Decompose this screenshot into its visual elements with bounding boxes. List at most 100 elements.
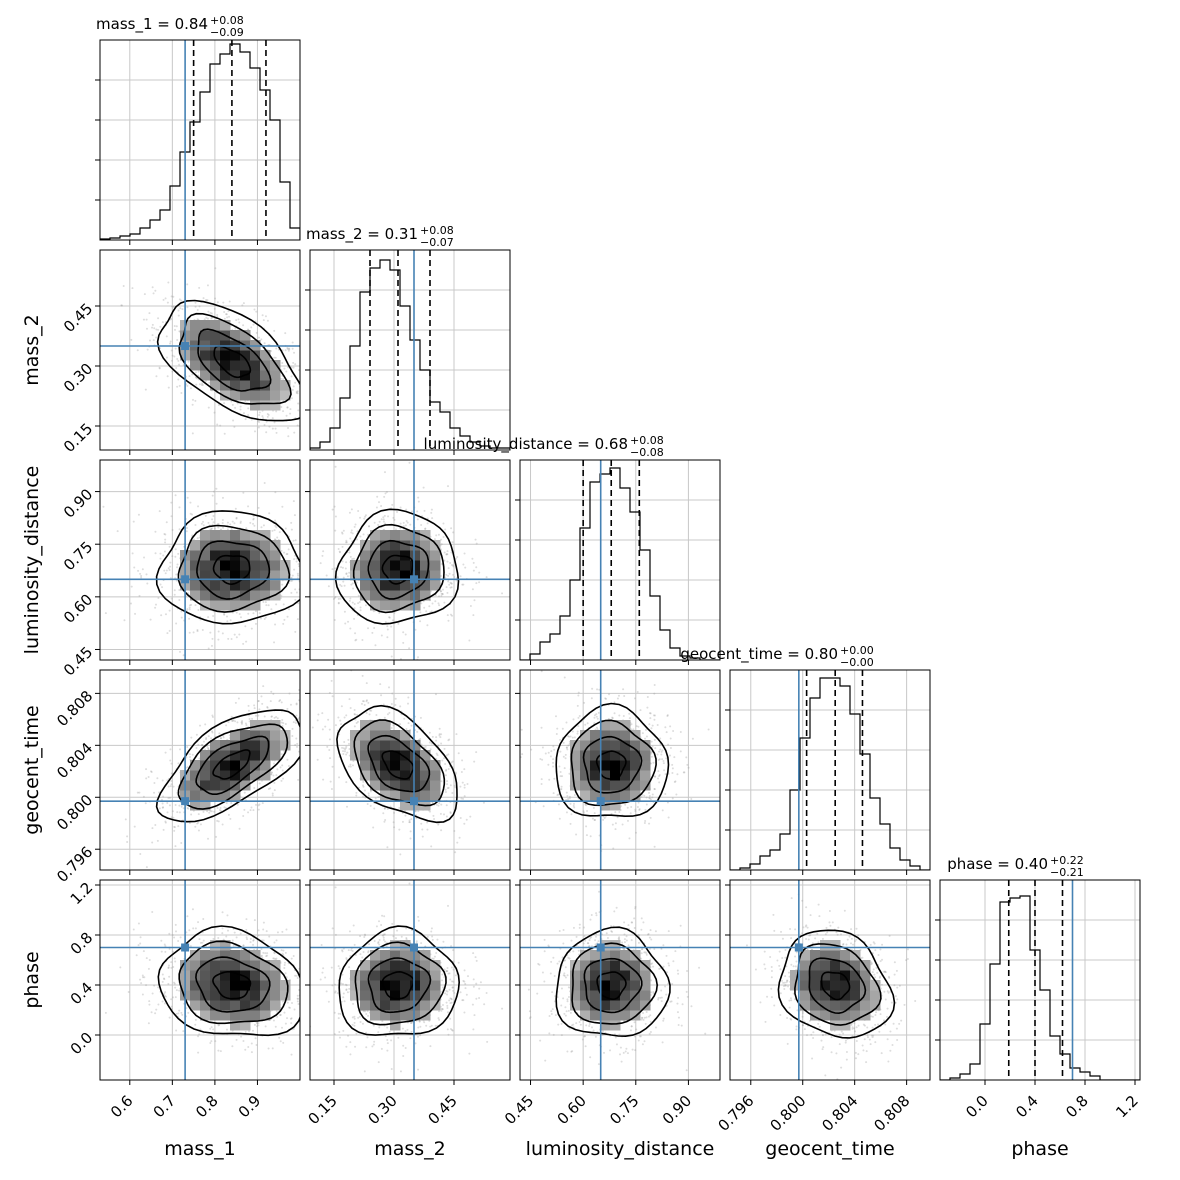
sample-point	[178, 598, 181, 601]
sample-point	[272, 774, 275, 777]
sample-point	[202, 740, 205, 743]
sample-point	[158, 510, 161, 513]
sample-point	[455, 733, 458, 736]
sample-point	[240, 721, 243, 724]
sample-point	[435, 739, 438, 742]
sample-point	[177, 359, 180, 362]
sample-point	[345, 753, 348, 756]
sample-point	[295, 391, 298, 394]
density-cell	[410, 570, 421, 581]
sample-point	[162, 298, 165, 301]
sample-point	[434, 693, 437, 696]
sample-point	[245, 724, 248, 727]
sample-point	[354, 718, 357, 721]
sample-point	[194, 604, 197, 607]
sample-point	[267, 787, 270, 790]
sample-point	[365, 699, 368, 702]
contours	[155, 510, 300, 625]
sample-point	[334, 465, 337, 468]
sample-point	[314, 378, 316, 380]
sample-point	[271, 771, 274, 774]
sample-point	[435, 752, 438, 755]
sample-point	[295, 737, 298, 740]
sample-point	[177, 378, 180, 381]
sample-point	[237, 318, 240, 321]
sample-point	[449, 812, 452, 815]
sample-point	[143, 556, 146, 559]
sample-point	[133, 566, 136, 569]
sample-point	[337, 601, 340, 604]
sample-point	[423, 509, 426, 512]
sample-point	[180, 841, 183, 844]
sample-point	[269, 787, 272, 790]
sample-point	[331, 695, 334, 698]
density-cell	[190, 350, 201, 361]
density-cell	[350, 730, 361, 741]
density-cell	[370, 560, 381, 571]
sample-point	[387, 707, 390, 710]
sample-point	[176, 811, 179, 814]
sample-point	[173, 825, 176, 828]
sample-point	[201, 520, 204, 523]
sample-point	[440, 742, 443, 745]
sample-point	[353, 607, 356, 610]
sample-point	[273, 716, 276, 719]
sample-point	[155, 336, 158, 339]
sample-point	[445, 754, 448, 757]
sample-point	[161, 806, 164, 809]
sample-point	[173, 826, 176, 829]
sample-point	[248, 717, 251, 720]
sample-point	[449, 811, 452, 814]
sample-point	[440, 803, 443, 806]
sample-point	[145, 777, 148, 780]
sample-point	[138, 791, 141, 794]
density-cell	[190, 580, 201, 591]
density-cell	[260, 530, 271, 541]
sample-point	[343, 741, 346, 744]
sample-point	[459, 575, 462, 578]
panel-mass_2-mass_1: 0.150.300.45	[60, 249, 316, 456]
sample-point	[447, 768, 450, 771]
sample-point	[453, 575, 456, 578]
density-cell	[190, 760, 201, 771]
sample-point	[344, 747, 347, 750]
sample-point	[342, 529, 345, 532]
density-cell	[220, 390, 231, 401]
density-cell	[400, 600, 411, 611]
sample-point	[221, 632, 224, 635]
sample-point	[408, 821, 411, 824]
sample-point	[257, 506, 260, 509]
sample-point	[213, 411, 216, 414]
sample-point	[276, 717, 279, 720]
sample-point	[284, 332, 287, 335]
sample-point	[356, 530, 359, 533]
sample-point	[342, 747, 345, 750]
sample-point	[432, 814, 435, 817]
sample-point	[126, 835, 129, 838]
sample-point	[301, 525, 303, 527]
sample-point	[282, 603, 285, 606]
sample-point	[443, 559, 446, 562]
sample-point	[296, 392, 299, 395]
sample-point	[393, 518, 396, 521]
sample-point	[273, 789, 276, 792]
sample-point	[353, 709, 356, 712]
sample-point	[311, 762, 313, 764]
sample-point	[161, 802, 164, 805]
sample-point	[233, 633, 236, 636]
sample-point	[373, 521, 376, 524]
sample-point	[405, 727, 408, 730]
density-cell	[430, 540, 441, 551]
sample-point	[295, 591, 298, 594]
sample-point	[259, 617, 262, 620]
sample-point	[460, 770, 463, 773]
sample-point	[171, 555, 174, 558]
sample-point	[245, 640, 248, 643]
density-cell	[230, 740, 241, 751]
sample-point	[129, 602, 132, 605]
sample-point	[399, 527, 402, 530]
sample-point	[465, 818, 468, 821]
sample-point	[194, 825, 197, 828]
sample-point	[383, 807, 386, 810]
sample-point	[401, 820, 404, 823]
